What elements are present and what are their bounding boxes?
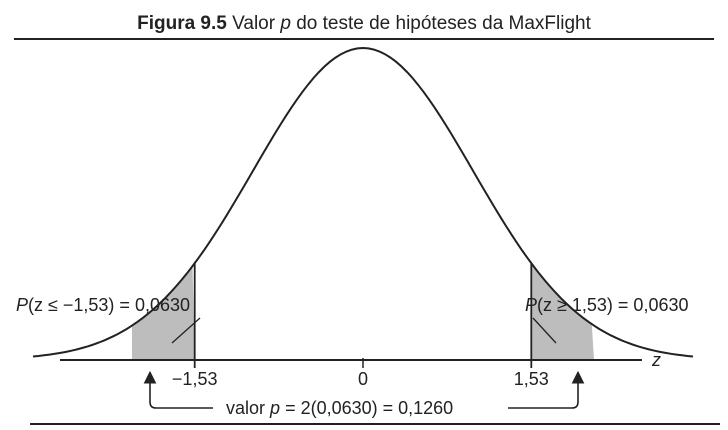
p-value-expr: = 2(0,0630) = 0,1260 bbox=[285, 398, 453, 418]
right-tail-expr: (z ≥ 1,53) = 0,0630 bbox=[537, 295, 688, 315]
bottom-rule bbox=[30, 423, 720, 425]
tick-label-right: 1,53 bbox=[514, 369, 549, 389]
right-tail-shade bbox=[531, 263, 594, 360]
p-value-p-symbol: p bbox=[269, 398, 280, 418]
caption-text-before: Valor bbox=[232, 13, 276, 34]
z-axis-label: z bbox=[651, 350, 661, 370]
left-tail-p-symbol: P bbox=[16, 295, 28, 315]
p-value-prefix: valor bbox=[226, 398, 265, 418]
caption-p-symbol: p bbox=[280, 13, 291, 34]
p-value-bracket-left bbox=[143, 370, 213, 409]
left-tail-expr: (z ≤ −1,53) = 0,0630 bbox=[28, 295, 190, 315]
left-tail-label: P(z ≤ −1,53) = 0,0630 bbox=[16, 295, 190, 315]
figure-number: Figura 9.5 bbox=[137, 13, 227, 34]
right-tail-label: P(z ≥ 1,53) = 0,0630 bbox=[525, 295, 689, 315]
tick-label-zero: 0 bbox=[358, 369, 368, 389]
right-tail-p-symbol: P bbox=[525, 295, 537, 315]
figure-caption: Figura 9.5 Valor p do teste de hipóteses… bbox=[0, 12, 728, 36]
normal-curve bbox=[32, 46, 694, 358]
right-tail-leader bbox=[532, 317, 557, 344]
p-value-label: valor p = 2(0,0630) = 0,1260 bbox=[226, 398, 453, 418]
caption-text-after: do teste de hipóteses da MaxFlight bbox=[296, 13, 591, 34]
tick-label-left: −1,53 bbox=[172, 369, 218, 389]
left-tail-leader bbox=[171, 317, 201, 344]
caption-rule bbox=[14, 38, 714, 40]
p-value-bracket-right bbox=[508, 370, 585, 409]
